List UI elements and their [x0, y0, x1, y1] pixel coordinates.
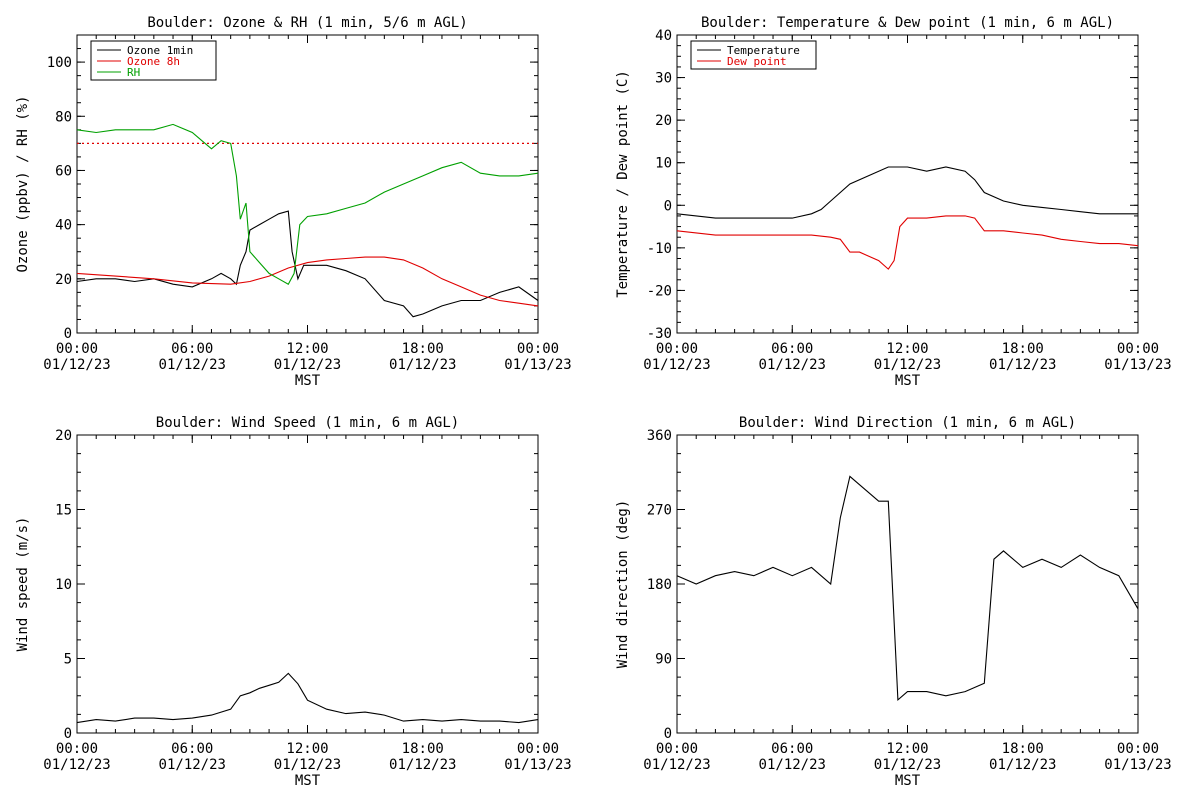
legend-label: Temperature	[727, 44, 800, 57]
x-tick-date-label: 01/12/23	[43, 357, 110, 373]
x-tick-time-label: 18:00	[402, 341, 444, 357]
x-tick-time-label: 06:00	[171, 341, 213, 357]
series-line-1	[676, 475, 1139, 702]
series-line-1	[676, 166, 1138, 219]
y-tick-label: -20	[647, 283, 672, 299]
x-tick-time-label: 00:00	[56, 341, 98, 357]
x-tick-date-label: 01/13/23	[1104, 357, 1171, 373]
y-tick-label: 5	[64, 652, 72, 668]
legend-label: Ozone 8h	[127, 55, 180, 68]
chart-panel-2: -30-20-1001020304000:0001/12/2306:0001/1…	[615, 15, 1172, 389]
y-tick-label: 360	[647, 428, 672, 444]
x-axis-label: MST	[295, 373, 321, 389]
x-tick-date-label: 01/12/23	[643, 757, 710, 773]
x-tick-date-label: 01/12/23	[759, 357, 826, 373]
y-tick-label: -30	[647, 326, 672, 342]
y-tick-label: 30	[655, 71, 672, 87]
x-tick-date-label: 01/12/23	[759, 757, 826, 773]
x-tick-time-label: 12:00	[286, 341, 328, 357]
series-line-2	[676, 215, 1139, 270]
x-tick-time-label: 12:00	[286, 741, 328, 757]
series-line-2	[76, 256, 539, 307]
chart-title: Boulder: Ozone & RH (1 min, 5/6 m AGL)	[147, 15, 467, 31]
x-tick-date-label: 01/12/23	[159, 757, 226, 773]
y-tick-label: 0	[664, 726, 672, 742]
x-axis-label: MST	[895, 773, 921, 789]
y-tick-label: 270	[647, 503, 672, 519]
y-tick-label: 90	[655, 652, 672, 668]
x-tick-date-label: 01/12/23	[874, 757, 941, 773]
plot-frame	[76, 434, 539, 734]
y-tick-label: 80	[55, 109, 72, 125]
plot-frame	[676, 434, 1139, 734]
x-tick-time-label: 12:00	[886, 341, 928, 357]
x-tick-time-label: 00:00	[1117, 741, 1159, 757]
x-tick-date-label: 01/12/23	[643, 357, 710, 373]
y-tick-label: 10	[55, 577, 72, 593]
x-tick-time-label: 00:00	[56, 741, 98, 757]
chart-title: Boulder: Wind Direction (1 min, 6 m AGL)	[739, 415, 1076, 431]
x-tick-date-label: 01/12/23	[989, 357, 1056, 373]
x-tick-time-label: 06:00	[771, 741, 813, 757]
x-tick-time-label: 12:00	[886, 741, 928, 757]
chart-title: Boulder: Wind Speed (1 min, 6 m AGL)	[156, 415, 459, 431]
x-tick-date-label: 01/12/23	[274, 357, 341, 373]
y-axis-label: Wind speed (m/s)	[15, 517, 31, 652]
x-tick-date-label: 01/12/23	[389, 757, 456, 773]
y-tick-label: 60	[55, 163, 72, 179]
y-tick-label: 20	[55, 428, 72, 444]
series-line-1	[76, 672, 539, 724]
x-tick-time-label: 06:00	[171, 741, 213, 757]
x-tick-time-label: 18:00	[1002, 741, 1044, 757]
y-tick-label: 20	[55, 272, 72, 288]
series-line-1	[76, 210, 539, 318]
y-tick-label: 10	[655, 156, 672, 172]
series-line-3	[76, 123, 539, 285]
y-tick-label: 20	[655, 113, 672, 129]
chart-title: Boulder: Temperature & Dew point (1 min,…	[701, 15, 1114, 31]
y-axis-label: Temperature / Dew point (C)	[615, 70, 631, 298]
x-tick-time-label: 18:00	[1002, 341, 1044, 357]
x-tick-date-label: 01/12/23	[274, 757, 341, 773]
y-tick-label: 40	[655, 28, 672, 44]
y-tick-label: 100	[47, 55, 72, 71]
y-tick-label: -10	[647, 241, 672, 257]
legend-label: Dew point	[727, 55, 787, 68]
x-tick-date-label: 01/12/23	[159, 357, 226, 373]
chart-panel-4: 09018027036000:0001/12/2306:0001/12/2312…	[615, 415, 1172, 789]
x-axis-label: MST	[295, 773, 321, 789]
x-tick-time-label: 18:00	[402, 741, 444, 757]
x-tick-time-label: 00:00	[1117, 341, 1159, 357]
x-tick-time-label: 00:00	[656, 741, 698, 757]
x-tick-time-label: 00:00	[517, 341, 559, 357]
x-tick-date-label: 01/12/23	[43, 757, 110, 773]
x-tick-date-label: 01/13/23	[504, 357, 571, 373]
chart-panel-3: 0510152000:0001/12/2306:0001/12/2312:000…	[15, 415, 572, 789]
x-tick-date-label: 01/13/23	[1104, 757, 1171, 773]
y-tick-label: 0	[64, 726, 72, 742]
legend-label: Ozone 1min	[127, 44, 193, 57]
y-axis-label: Ozone (ppbv) / RH (%)	[15, 95, 31, 272]
x-tick-date-label: 01/12/23	[874, 357, 941, 373]
y-tick-label: 0	[664, 198, 672, 214]
x-tick-time-label: 06:00	[771, 341, 813, 357]
x-tick-date-label: 01/12/23	[389, 357, 456, 373]
y-tick-label: 15	[55, 503, 72, 519]
x-tick-date-label: 01/12/23	[989, 757, 1056, 773]
chart-panel-1: 02040608010000:0001/12/2306:0001/12/2312…	[15, 15, 572, 389]
y-tick-label: 40	[55, 218, 72, 234]
x-tick-time-label: 00:00	[517, 741, 559, 757]
x-tick-date-label: 01/13/23	[504, 757, 571, 773]
x-axis-label: MST	[895, 373, 921, 389]
x-tick-time-label: 00:00	[656, 341, 698, 357]
legend-label: RH	[127, 66, 140, 79]
y-tick-label: 180	[647, 577, 672, 593]
legend-box	[690, 40, 817, 70]
plot-frame	[676, 34, 1139, 334]
y-tick-label: 0	[64, 326, 72, 342]
y-axis-label: Wind direction (deg)	[615, 500, 631, 669]
